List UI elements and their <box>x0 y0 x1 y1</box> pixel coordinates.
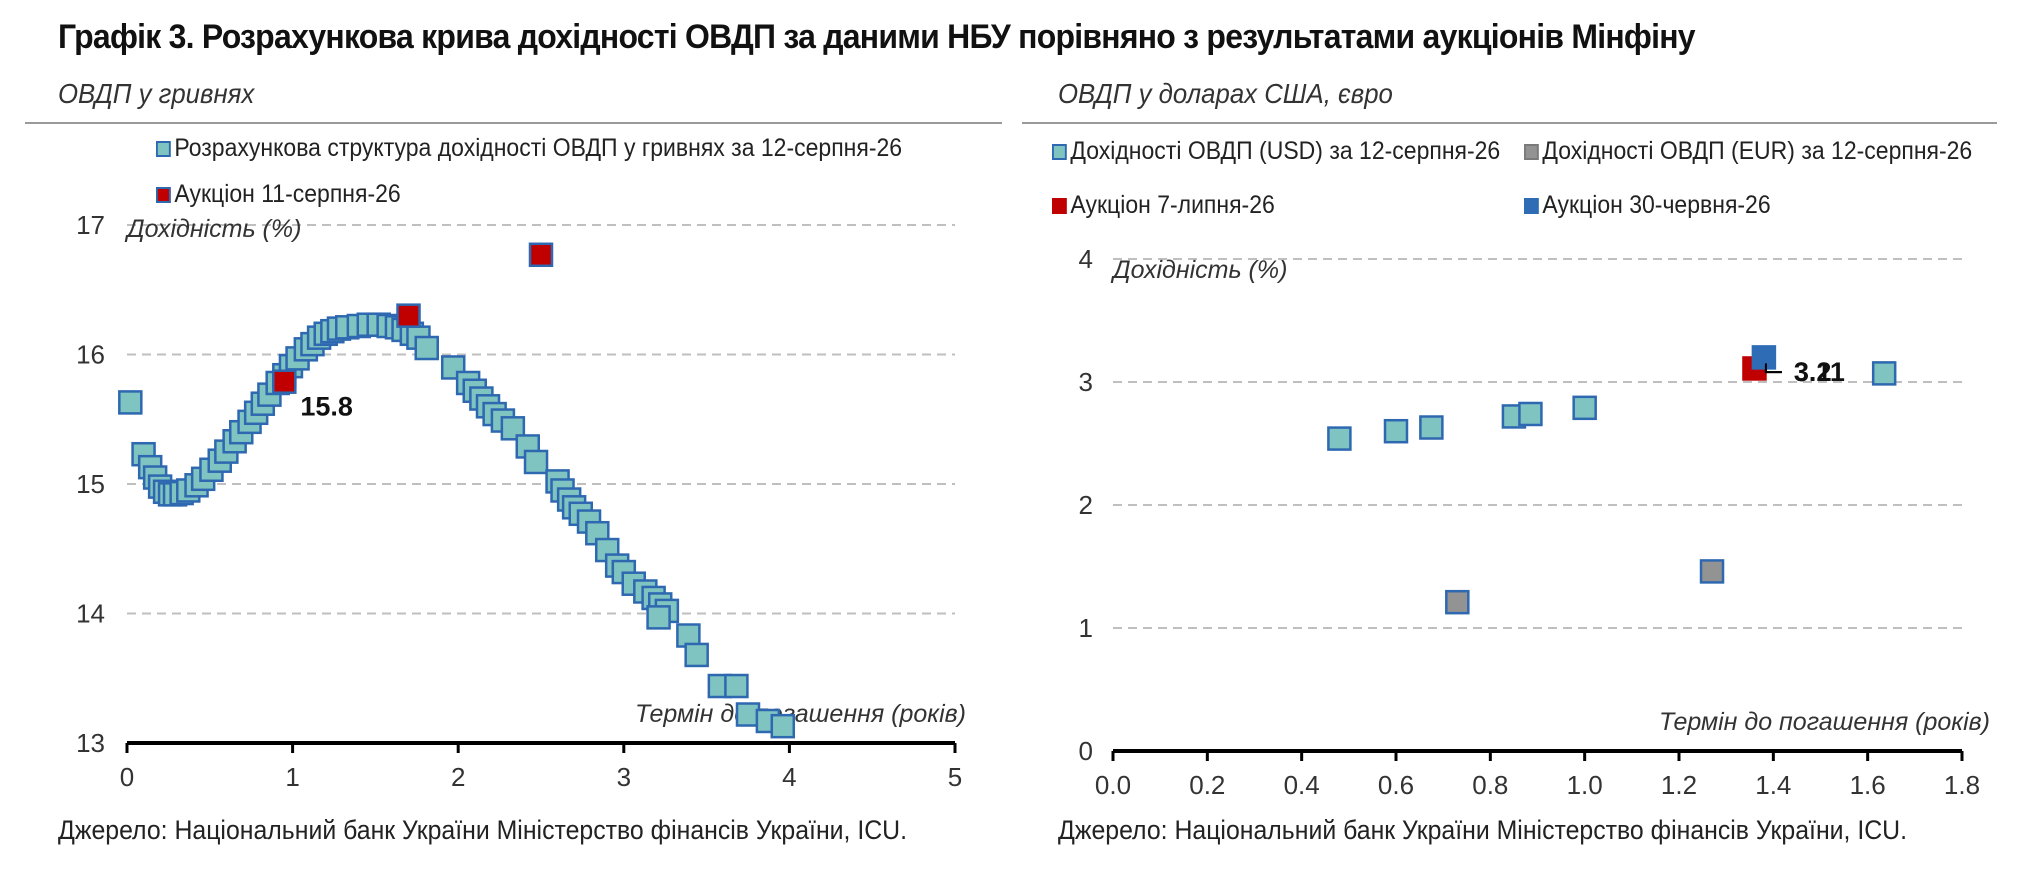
x-tick-label: 4 <box>782 762 796 792</box>
legend-swatch-blue <box>1524 197 1539 214</box>
x-tick-label: 1.2 <box>1661 770 1697 800</box>
left-source-note: Джерело: Національний банк України Мініс… <box>58 815 908 845</box>
data-point <box>1699 559 1725 584</box>
data-point <box>523 449 549 475</box>
series-3: 3.2 <box>1751 345 1832 387</box>
x-tick-label: 3 <box>617 762 631 792</box>
x-tick-label: 0.8 <box>1472 770 1508 800</box>
legend-item-uah-curve: Розрахункова структура дохідності ОВДП у… <box>156 134 902 163</box>
legend-item-auction-jun: Аукціон 30-червня-26 <box>1524 191 1771 220</box>
series-1: 15.8 <box>272 242 554 422</box>
legend-swatch-red <box>1052 197 1067 214</box>
data-point <box>1383 418 1409 444</box>
gridlines <box>1113 258 1962 629</box>
chart-title: Графік 3. Розрахункова крива дохідності … <box>58 18 1696 56</box>
y-tick-label: 1 <box>1079 613 1093 643</box>
legend-item-auction-aug: Аукціон 11-серпня-26 <box>156 180 401 209</box>
data-point <box>724 673 749 699</box>
y-tick-label: 14 <box>76 599 105 629</box>
data-point <box>272 369 297 394</box>
y-tick-labels: 0 1 2 3 4 <box>1079 244 1093 766</box>
legend-swatch-grey <box>1524 143 1539 160</box>
x-tick-label: 1.6 <box>1850 770 1886 800</box>
left-panel-rule <box>25 122 1002 124</box>
chart-uah: 13 14 15 16 17 0 1 2 3 4 5 Дохідність (%) Термін до … <box>76 210 966 792</box>
data-label: 3.11 <box>1794 357 1845 387</box>
legend-label: Дохідності ОВДП (USD) за 12-серпня-26 <box>1070 137 1501 165</box>
x-tick-label: 0 <box>120 762 134 792</box>
gridlines <box>127 224 955 615</box>
right-source-note: Джерело: Національний банк України Мініс… <box>1058 815 1908 845</box>
data-point <box>770 713 796 739</box>
x-axis-title: Термін до погашення (років) <box>635 700 966 728</box>
y-tick-label: 16 <box>76 340 105 370</box>
data-point <box>500 416 526 441</box>
left-panel-subtitle: ОВДП у гривнях <box>58 78 255 109</box>
data-point <box>684 642 709 668</box>
y-axis-title: Дохідність (%) <box>1110 256 1287 284</box>
data-point <box>118 390 143 415</box>
x-axis-title: Термін до погашення (років) <box>1659 708 1990 736</box>
legend-label: Дохідності ОВДП (EUR) за 12-серпня-26 <box>1542 137 1973 165</box>
data-point <box>1518 401 1543 427</box>
legend-swatch-teal <box>1052 143 1067 160</box>
x-tick-label: 1.4 <box>1755 770 1791 800</box>
y-tick-label: 17 <box>76 210 105 240</box>
y-tick-label: 4 <box>1079 244 1093 274</box>
x-tick-label: 1 <box>285 762 299 792</box>
data-point <box>1572 395 1597 421</box>
x-tick-label: 0.4 <box>1284 770 1320 800</box>
data-point <box>414 335 439 361</box>
y-axis-title: Дохідність (%) <box>124 215 301 243</box>
y-tick-label: 0 <box>1079 736 1093 766</box>
x-tick-label: 1.0 <box>1567 770 1603 800</box>
series-0 <box>1327 361 1897 451</box>
legend-label: Розрахункова структура дохідності ОВДП у… <box>174 134 903 162</box>
legend-item-usd: Дохідності ОВДП (USD) за 12-серпня-26 <box>1052 137 1500 166</box>
y-tick-label: 15 <box>76 469 105 499</box>
x-tick-labels: 0 1 2 3 4 5 <box>120 762 962 792</box>
series-2: 3.11 <box>1742 356 1845 387</box>
data-point <box>1419 415 1444 440</box>
y-tick-label: 13 <box>76 728 105 758</box>
data-point <box>1751 345 1777 370</box>
data-label: 3.2 <box>1794 357 1832 387</box>
legend-swatch-teal <box>156 140 171 157</box>
data-point <box>1445 589 1470 615</box>
x-tick-labels: 0.0 0.2 0.4 0.6 0.8 1.0 1.2 1.4 1.6 1.8 <box>1095 770 1980 800</box>
data-point <box>1327 426 1352 451</box>
data-point <box>1871 361 1897 386</box>
data-point <box>396 303 421 328</box>
label-leader <box>1764 363 1782 374</box>
legend-item-eur: Дохідності ОВДП (EUR) за 12-серпня-26 <box>1524 137 1972 166</box>
series-0 <box>118 312 796 739</box>
data-label: 15.8 <box>300 392 353 422</box>
legend-label: Аукціон 7-липня-26 <box>1070 191 1275 219</box>
x-tick-label: 1.8 <box>1944 770 1980 800</box>
right-panel-rule <box>1022 122 1997 124</box>
chart-fx: 0 1 2 3 4 0.0 0.2 0.4 0.6 0.8 1.0 1.2 1.4 1.6 1.8 Дохід… <box>1079 244 1990 800</box>
legend-label: Аукціон 11-серпня-26 <box>174 180 401 208</box>
legend-label: Аукціон 30-червня-26 <box>1542 191 1771 219</box>
x-tick-label: 0.0 <box>1095 770 1131 800</box>
legend-swatch-red <box>156 186 171 203</box>
x-tick-label: 2 <box>451 762 465 792</box>
data-point <box>528 242 554 268</box>
x-tick-label: 0.6 <box>1378 770 1414 800</box>
y-tick-label: 2 <box>1079 490 1093 520</box>
series-1 <box>1445 559 1725 615</box>
data-point <box>646 605 671 630</box>
x-tick-label: 0.2 <box>1189 770 1225 800</box>
y-tick-labels: 13 14 15 16 17 <box>76 210 105 758</box>
right-panel-subtitle: ОВДП у доларах США, євро <box>1058 78 1393 109</box>
y-tick-label: 3 <box>1079 367 1093 397</box>
legend-item-auction-jul: Аукціон 7-липня-26 <box>1052 191 1275 220</box>
x-tick-label: 5 <box>948 762 962 792</box>
